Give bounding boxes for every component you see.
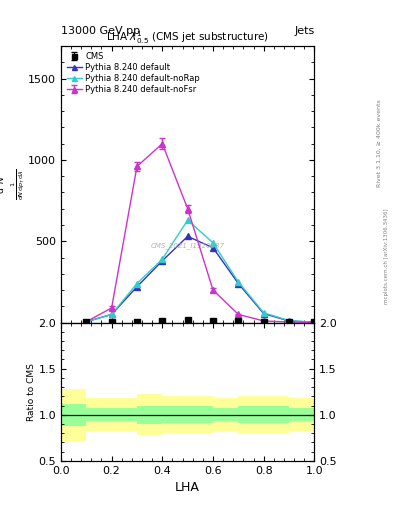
Pythia 8.240 default-noRap [312, 319, 317, 325]
Pythia 8.240 default-noRap [211, 240, 215, 246]
Pythia 8.240 default [84, 318, 89, 325]
Pythia 8.240 default [261, 311, 266, 317]
Pythia 8.240 default [134, 284, 140, 290]
Text: mcplots.cern.ch [arXiv:1306.3436]: mcplots.cern.ch [arXiv:1306.3436] [384, 208, 389, 304]
Pythia 8.240 default-noRap [185, 217, 190, 223]
Pythia 8.240 default-noRap [134, 281, 140, 287]
Text: CMS_2021_I1920187: CMS_2021_I1920187 [151, 242, 225, 248]
Pythia 8.240 default-noRap [287, 317, 292, 324]
Pythia 8.240 default [185, 233, 190, 240]
Pythia 8.240 default-noRap [236, 279, 241, 285]
Line: Pythia 8.240 default: Pythia 8.240 default [83, 233, 317, 325]
Text: Jets: Jets [294, 26, 314, 36]
Title: LHA $\lambda^{1}_{0.5}$ (CMS jet substructure): LHA $\lambda^{1}_{0.5}$ (CMS jet substru… [106, 29, 269, 46]
Pythia 8.240 default [312, 319, 317, 325]
Text: Rivet 3.1.10, ≥ 400k events: Rivet 3.1.10, ≥ 400k events [377, 99, 382, 187]
Pythia 8.240 default [211, 245, 215, 251]
Pythia 8.240 default [236, 281, 241, 287]
Pythia 8.240 default [287, 318, 292, 324]
Y-axis label: Ratio to CMS: Ratio to CMS [26, 362, 35, 421]
Pythia 8.240 default-noRap [261, 310, 266, 316]
X-axis label: LHA: LHA [175, 481, 200, 494]
Pythia 8.240 default-noRap [84, 318, 89, 325]
Pythia 8.240 default-noRap [160, 256, 165, 262]
Line: Pythia 8.240 default-noRap: Pythia 8.240 default-noRap [83, 217, 317, 325]
Pythia 8.240 default [109, 311, 114, 317]
Text: 13000 GeV pp: 13000 GeV pp [61, 26, 140, 36]
Legend: CMS, Pythia 8.240 default, Pythia 8.240 default-noRap, Pythia 8.240 default-noFs: CMS, Pythia 8.240 default, Pythia 8.240 … [65, 50, 202, 96]
Pythia 8.240 default-noRap [109, 311, 114, 317]
Y-axis label: $\mathrm{d}^2 N$
$\frac{1}{\mathrm{d}N\,\mathrm{d}p_T\,\mathrm{d}\lambda}$: $\mathrm{d}^2 N$ $\frac{1}{\mathrm{d}N\,… [0, 168, 27, 200]
Pythia 8.240 default [160, 258, 165, 264]
